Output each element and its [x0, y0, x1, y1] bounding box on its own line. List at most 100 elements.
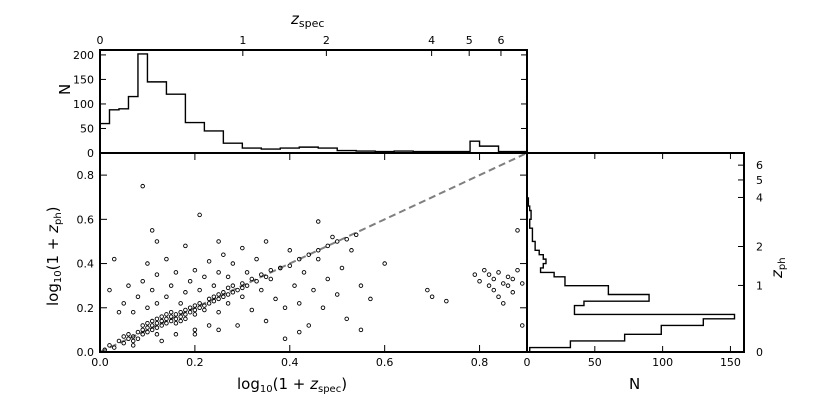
scatter-point	[206, 259, 212, 264]
scatter-point	[154, 239, 160, 244]
scatter-point	[154, 272, 160, 277]
scatter-point	[240, 285, 245, 291]
scatter-point	[202, 274, 207, 280]
scatter-point	[183, 316, 188, 322]
scatter-point	[206, 301, 212, 306]
top-axis-title: zspec	[290, 10, 324, 30]
scatter-point	[173, 270, 179, 275]
top-histogram-frame	[99, 49, 528, 154]
scatter-point	[259, 272, 264, 277]
scatter-point	[225, 301, 231, 306]
scatter-point	[482, 267, 487, 273]
scatter-point	[221, 294, 226, 299]
top-histogram-ytick-label: 50	[80, 122, 94, 135]
top-histogram-steps	[100, 53, 527, 153]
scatter-point	[211, 283, 217, 288]
right-axis-tick-label: 4	[756, 191, 763, 204]
scatter-point	[297, 301, 302, 306]
scatter-point	[315, 248, 321, 253]
scatter-point	[301, 270, 307, 275]
scatter-xlabel: log10(1 + zspec)	[237, 375, 347, 395]
scatter-point	[168, 314, 174, 319]
scatter-point	[135, 336, 141, 341]
scatter-point	[221, 252, 226, 257]
scatter-point	[168, 318, 174, 324]
scatter-point	[202, 307, 207, 313]
scatter-point	[149, 318, 155, 324]
scatter-point	[206, 296, 212, 302]
scatter-point	[173, 312, 179, 317]
right-histogram-xtick-label: 0	[524, 356, 531, 369]
scatter-point	[168, 283, 174, 288]
scatter-point	[491, 287, 497, 293]
right-histogram-xtick-label: 100	[652, 356, 673, 369]
scatter-point	[135, 329, 141, 335]
scatter-point	[116, 338, 122, 344]
scatter-point	[126, 332, 131, 337]
scatter-point	[202, 303, 207, 308]
scatter-point	[164, 294, 169, 299]
scatter-point	[344, 236, 349, 242]
scatter-point	[173, 321, 179, 326]
scatter-point	[282, 305, 288, 311]
scatter-point	[349, 248, 354, 253]
top-histogram-ytick-label: 200	[73, 49, 94, 62]
scatter-point	[154, 325, 160, 330]
scatter-point	[135, 294, 141, 299]
scatter-point	[187, 305, 193, 311]
scatter-point	[320, 305, 326, 311]
scatter-point	[192, 303, 198, 308]
scatter-point	[183, 243, 188, 249]
scatter-point	[111, 345, 117, 350]
scatter-point	[145, 325, 150, 330]
scatter-point	[183, 312, 188, 317]
scatter-point	[472, 272, 478, 277]
scatter-point	[149, 323, 155, 328]
scatter-point	[192, 267, 198, 273]
scatter-point	[244, 283, 250, 288]
scatter-point	[353, 232, 359, 238]
scatter-point	[240, 281, 245, 286]
scatter-point	[263, 318, 269, 324]
scatter-point	[192, 332, 198, 337]
scatter-point	[334, 292, 340, 297]
scatter-point	[297, 256, 302, 262]
scatter-point	[268, 267, 274, 273]
scatter-point	[510, 290, 516, 295]
scatter-point	[505, 283, 511, 288]
right-axis-tick-label: 1	[756, 279, 763, 292]
top-axis-tick-label: 4	[428, 34, 435, 47]
scatter-point	[159, 338, 164, 344]
top-histogram-ytick-label: 0	[87, 147, 94, 160]
scatter-point	[235, 323, 240, 328]
scatter-point	[187, 278, 193, 284]
top-histogram-ytick-label: 150	[73, 73, 94, 86]
scatter-point	[501, 281, 506, 286]
right-histogram-steps	[527, 197, 736, 352]
scatter-point	[268, 276, 274, 282]
scatter-point	[315, 219, 321, 224]
scatter-point	[206, 323, 212, 328]
scatter-point	[520, 323, 525, 328]
right-histogram-xlabel: N	[629, 375, 640, 393]
scatter-point	[254, 256, 259, 262]
scatter-point	[486, 283, 492, 288]
scatter-point	[130, 343, 136, 348]
scatter-point	[178, 309, 183, 315]
scatter-point	[192, 307, 198, 313]
scatter-point	[140, 278, 145, 284]
top-axis-tick-label: 5	[466, 34, 473, 47]
scatter-point	[216, 309, 221, 315]
scatter-point	[164, 316, 169, 322]
scatter-point	[159, 323, 164, 328]
scatter-point	[491, 276, 497, 282]
scatter-xtick-label: 0.6	[376, 356, 394, 369]
scatter-point	[154, 316, 160, 322]
scatter-point	[173, 332, 179, 337]
scatter-point	[154, 332, 160, 337]
scatter-point	[334, 239, 340, 244]
scatter-ytick-label: 0.0	[77, 346, 95, 359]
right-axis-title: zph	[768, 257, 788, 279]
scatter-point	[259, 287, 264, 293]
